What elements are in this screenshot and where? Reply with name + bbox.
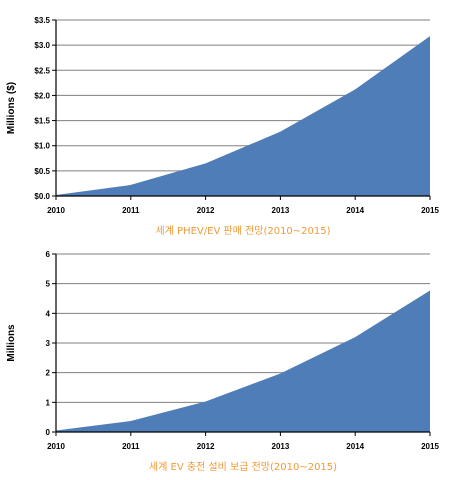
y-tick-label: 3 bbox=[46, 339, 51, 348]
y-tick-label: 4 bbox=[46, 309, 51, 318]
area-series bbox=[56, 36, 430, 196]
chart-title: 세계 PHEV/EV 판매 전망(2010~2015) bbox=[155, 225, 330, 237]
y-tick-label: 6 bbox=[46, 250, 51, 259]
chart-2: 0 1 2 3 4 5 6 2010 2011 2012 2013 2014 2015 Millions 세… bbox=[6, 250, 439, 473]
x-tick-label: 2012 bbox=[197, 442, 215, 451]
y-tick-label: $3.5 bbox=[34, 16, 50, 25]
x-tick-label: 2014 bbox=[346, 206, 364, 215]
x-tick-label: 2011 bbox=[122, 442, 140, 451]
x-tick-label: 2012 bbox=[197, 206, 215, 215]
x-tick-label: 2011 bbox=[122, 206, 140, 215]
y-tick-label: $1.0 bbox=[34, 142, 50, 151]
chart-title: 세계 EV 충전 설비 보급 전망(2010~2015) bbox=[149, 461, 337, 473]
y-tick-label: 5 bbox=[46, 280, 51, 289]
y-tick-label: $3.0 bbox=[34, 41, 50, 50]
y-tick-label: 2 bbox=[46, 369, 51, 378]
y-tick-label: $0.0 bbox=[34, 192, 50, 201]
chart-1: $0.0 $0.5 $1.0 $1.5 $2.0 $2.5 $3.0 $3.5 2010 2011… bbox=[6, 16, 439, 237]
y-tick-label: 0 bbox=[46, 428, 51, 437]
y-tick-label: 1 bbox=[46, 398, 51, 407]
x-tick-label: 2014 bbox=[346, 442, 364, 451]
x-tick-label: 2010 bbox=[47, 442, 65, 451]
x-tick-label: 2015 bbox=[421, 442, 439, 451]
x-tick-label: 2010 bbox=[47, 206, 65, 215]
y-tick-label: $1.5 bbox=[34, 117, 50, 126]
x-tick-label: 2013 bbox=[272, 442, 290, 451]
y-axis-label: Millions bbox=[6, 324, 17, 362]
y-tick-label: $2.5 bbox=[34, 66, 50, 75]
y-axis-label: Millions ($) bbox=[6, 82, 17, 134]
y-tick-label: $0.5 bbox=[34, 167, 50, 176]
x-tick-label: 2015 bbox=[421, 206, 439, 215]
y-tick-label: $2.0 bbox=[34, 91, 50, 100]
x-tick-label: 2013 bbox=[272, 206, 290, 215]
area-series bbox=[56, 290, 430, 432]
